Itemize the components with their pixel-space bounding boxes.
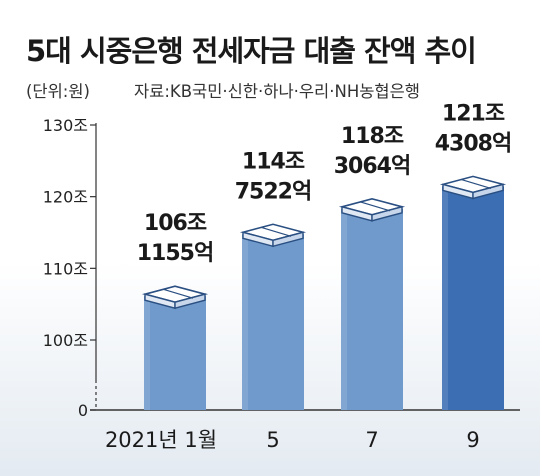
value-label-trillion: 121조 [442,101,505,126]
bar-shade [442,186,448,410]
y-tick-label: 120조 [43,188,88,207]
bar-shade [242,234,248,410]
money-bundle-band [359,201,391,212]
value-label-trillion: 106조 [144,211,207,236]
bar [242,234,304,410]
bar [442,186,504,410]
money-bundle-side [174,293,206,310]
value-label-trillion: 118조 [341,124,404,149]
bar-shade [144,296,150,410]
x-tick-label: 2021년 1월 [105,428,217,452]
x-tick-label: 9 [466,428,479,452]
chart-title: 5대 시중은행 전세자금 대출 잔액 추이 [26,34,477,68]
money-bundle-side [272,231,304,248]
y-tick-label: 0 [78,401,88,420]
money-bundle-band [162,288,194,299]
y-tick-label: 110조 [43,259,88,278]
bar [144,296,206,410]
value-label-trillion: 114조 [242,149,305,174]
bar-shade [341,208,347,410]
money-bundle-band [260,226,292,237]
money-bundle-side [472,183,504,200]
x-tick-label: 5 [266,428,279,452]
money-bundle-side [371,205,403,222]
unit-note: (단위:원) [26,82,90,101]
y-tick-label: 130조 [43,116,88,135]
bar [341,208,403,410]
value-label-billion: 1155억 [137,241,213,266]
x-tick-label: 7 [365,428,378,452]
y-tick-label: 100조 [43,331,88,350]
money-bundle-band [460,178,492,189]
value-label-billion: 3064억 [334,154,410,179]
value-label-billion: 4308억 [435,131,511,156]
source-note: 자료:KB국민·신한·하나·우리·NH농협은행 [134,82,420,101]
value-label-billion: 7522억 [235,179,311,204]
